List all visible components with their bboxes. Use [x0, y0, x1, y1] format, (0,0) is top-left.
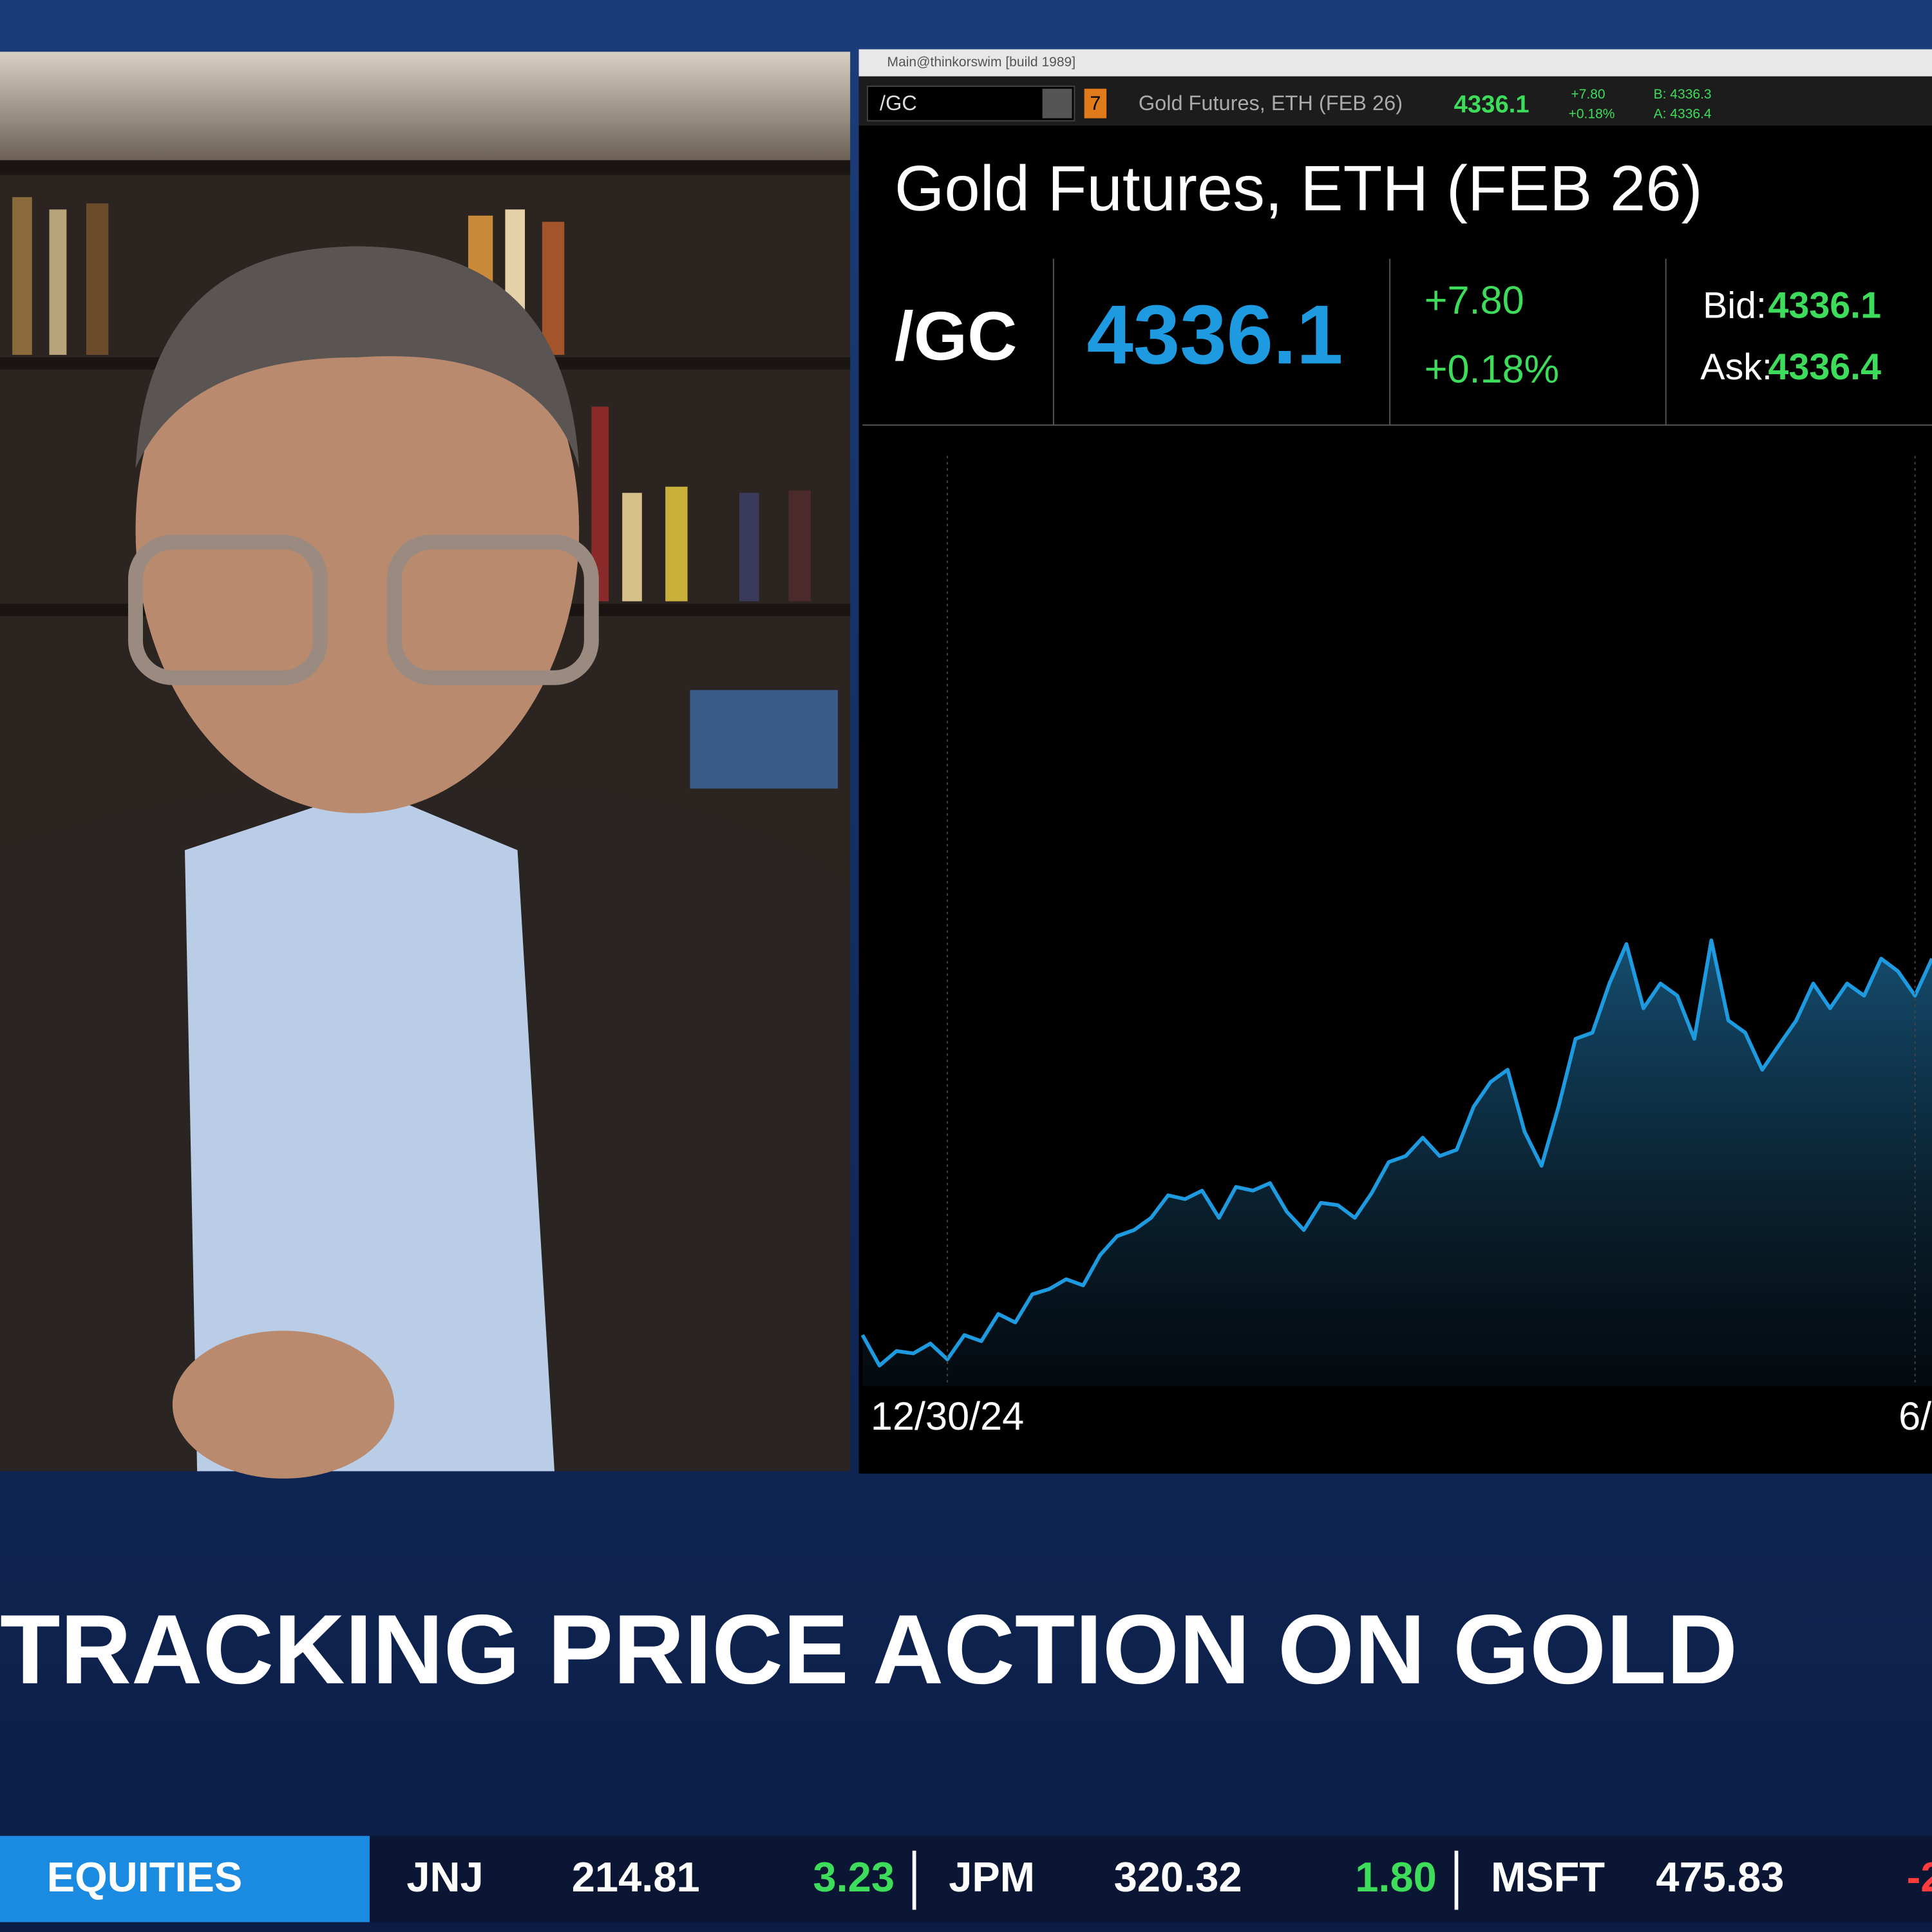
badge	[1084, 88, 1107, 118]
ticker-label: EQUITIES	[47, 1853, 243, 1900]
price-chart: 12/30/24 6/	[860, 455, 1932, 1438]
ticker-price: 475.83	[1656, 1853, 1784, 1900]
toolbar-bid: B: 4336.3	[1654, 87, 1712, 102]
ask-label: Ask:	[1700, 346, 1772, 388]
headline: TRACKING PRICE ACTION ON GOLD	[0, 1595, 1738, 1705]
ask-value: 4336.4	[1768, 346, 1882, 388]
ticker-price: 320.32	[1114, 1853, 1242, 1900]
title-bar	[858, 49, 1932, 77]
bid-label: Bid:	[1703, 285, 1766, 326]
price-area	[862, 940, 1932, 1387]
symbol-box[interactable]	[866, 85, 1075, 122]
x-tick-label: 6/	[1899, 1394, 1932, 1438]
dropdown[interactable]	[1042, 88, 1072, 118]
window-title: Main@thinkorswim [build 1989]	[887, 55, 1076, 70]
toolbar-description: Gold Futures, ETH (FEB 26)	[1139, 91, 1403, 115]
quote-change: +7.80	[1425, 278, 1524, 322]
quote-title: Gold Futures, ETH (FEB 26)	[895, 153, 1703, 225]
quote-symbol: /GC	[895, 297, 1017, 374]
toolbar-change: +7.80	[1571, 87, 1605, 102]
symbol-input: /GC	[880, 91, 917, 115]
badge-text: 7	[1090, 93, 1101, 115]
ticker-change: 3.23	[813, 1853, 895, 1900]
ticker-symbol: JNJ	[406, 1853, 483, 1900]
video-feed	[0, 52, 851, 1479]
ticker-items: JNJ 214.81 3.23 JPM 320.32 1.80 MSFT 475.83 -2.7	[406, 1850, 1932, 1910]
quote-last: 4336.1	[1086, 287, 1343, 381]
ticker-change: -2.7	[1907, 1853, 1932, 1900]
toolbar-change-pct: +0.18%	[1569, 106, 1615, 121]
toolbar-last: 4336.1	[1454, 91, 1530, 118]
toolbar-ask: A: 4336.4	[1654, 106, 1712, 121]
x-tick-label: 12/30/24	[871, 1394, 1024, 1438]
bid-value: 4336.1	[1768, 285, 1882, 326]
ticker-price: 214.81	[572, 1853, 700, 1900]
ticker-label-box	[0, 1835, 370, 1922]
ticker-symbol: MSFT	[1491, 1853, 1605, 1900]
ticker-change: 1.80	[1355, 1853, 1437, 1900]
quote-change-pct: +0.18%	[1425, 347, 1559, 391]
price-line	[860, 938, 1932, 1368]
ticker-symbol: JPM	[949, 1853, 1035, 1900]
